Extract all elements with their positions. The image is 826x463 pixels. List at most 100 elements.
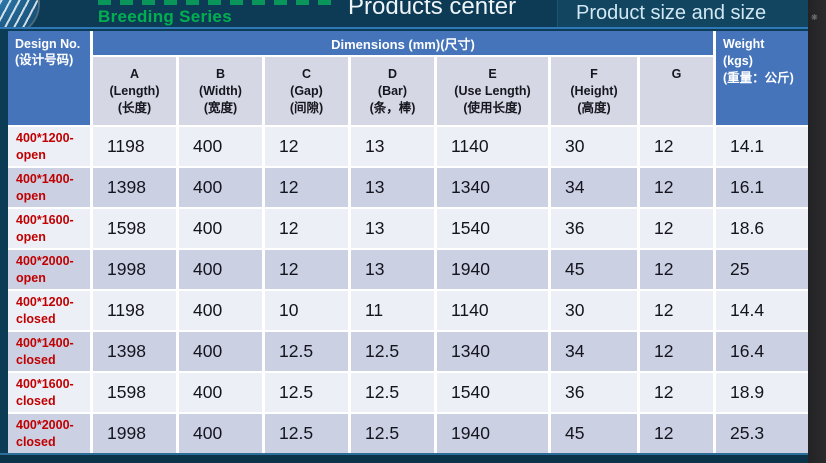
col-header-c: C (Gap) (间隙) [265, 57, 348, 125]
weight-cell: 16.1 [716, 168, 808, 207]
design-cell: 400*1400- open [8, 168, 90, 207]
weight-cell: 16.4 [716, 332, 808, 371]
design-no-header-zh: (设计号码) [15, 53, 74, 68]
dim-e-cell: 1540 [437, 209, 548, 248]
dim-f-cell: 36 [551, 209, 637, 248]
weight-cell: 25 [716, 250, 808, 289]
weight-cell: 18.6 [716, 209, 808, 248]
watermark-glyph: ❋ [811, 13, 818, 22]
design-cell: 400*1600- closed [8, 373, 90, 412]
dim-c-cell: 12 [265, 168, 348, 207]
dim-b-cell: 400 [179, 373, 262, 412]
dim-g-cell: 12 [640, 332, 713, 371]
dim-a-cell: 1198 [93, 291, 176, 330]
design-cell: 400*1200- open [8, 127, 90, 166]
spec-table: Design No. (设计号码) Dimensions (mm)(尺寸) We… [8, 31, 808, 453]
dim-b-cell: 400 [179, 209, 262, 248]
dim-b-cell: 400 [179, 332, 262, 371]
design-cell: 400*1200- closed [8, 291, 90, 330]
dim-c-cell: 12.5 [265, 414, 348, 453]
products-center-title: Products center [348, 0, 517, 20]
weight-cell: 14.1 [716, 127, 808, 166]
dim-c-cell: 10 [265, 291, 348, 330]
design-cell: 400*2000- closed [8, 414, 90, 453]
weight-header-en: Weight [723, 37, 765, 51]
dim-a-cell: 1998 [93, 414, 176, 453]
col-header-b: B (Width) (宽度) [179, 57, 262, 125]
brand-logo-icon [0, 0, 38, 27]
dim-a-cell: 1598 [93, 373, 176, 412]
dim-a-cell: 1398 [93, 332, 176, 371]
dim-d-cell: 12.5 [351, 414, 434, 453]
dim-d-cell: 12.5 [351, 373, 434, 412]
dim-f-cell: 45 [551, 414, 637, 453]
dim-e-cell: 1340 [437, 168, 548, 207]
dim-g-cell: 12 [640, 291, 713, 330]
dim-f-cell: 30 [551, 127, 637, 166]
dim-f-cell: 36 [551, 373, 637, 412]
dim-e-cell: 1140 [437, 127, 548, 166]
dim-a-cell: 1598 [93, 209, 176, 248]
dim-c-cell: 12 [265, 250, 348, 289]
design-cell: 400*1600- open [8, 209, 90, 248]
clipped-title-fragment [98, 0, 338, 5]
dim-d-cell: 12.5 [351, 332, 434, 371]
dim-e-cell: 1140 [437, 291, 548, 330]
design-no-header-en: Design No. [15, 37, 81, 51]
design-cell: 400*1400- closed [8, 332, 90, 371]
dim-c-cell: 12.5 [265, 373, 348, 412]
col-header-d: D (Bar) (条，棒) [351, 57, 434, 125]
bottom-bar [0, 453, 808, 463]
top-banner: Breeding Series Products center Product … [0, 0, 808, 29]
slide: Breeding Series Products center Product … [0, 0, 808, 463]
col-header-e: E (Use Length) (使用长度) [437, 57, 548, 125]
dim-g-cell: 12 [640, 127, 713, 166]
dim-d-cell: 13 [351, 209, 434, 248]
dim-e-cell: 1940 [437, 250, 548, 289]
col-header-f: F (Height) (高度) [551, 57, 637, 125]
dim-g-cell: 12 [640, 168, 713, 207]
brand-series-label: Breeding Series [98, 7, 232, 26]
dim-f-cell: 45 [551, 250, 637, 289]
dimensions-header: Dimensions (mm)(尺寸) [93, 31, 713, 55]
dim-a-cell: 1998 [93, 250, 176, 289]
weight-cell: 14.4 [716, 291, 808, 330]
dim-d-cell: 13 [351, 250, 434, 289]
dim-g-cell: 12 [640, 209, 713, 248]
col-header-g: G [640, 57, 713, 125]
dim-f-cell: 30 [551, 291, 637, 330]
design-no-header: Design No. (设计号码) [8, 31, 90, 125]
dim-e-cell: 1540 [437, 373, 548, 412]
design-cell: 400*2000- open [8, 250, 90, 289]
dim-g-cell: 12 [640, 373, 713, 412]
weight-cell: 18.9 [716, 373, 808, 412]
dim-c-cell: 12.5 [265, 332, 348, 371]
dim-e-cell: 1340 [437, 332, 548, 371]
right-edge-strip: ❋ [808, 0, 826, 463]
col-header-a: A (Length) (长度) [93, 57, 176, 125]
dim-c-cell: 12 [265, 209, 348, 248]
dim-d-cell: 13 [351, 127, 434, 166]
top-right-panel: Product size and size [557, 0, 808, 27]
dim-g-cell: 12 [640, 250, 713, 289]
weight-header-zh: (重量：公斤) [723, 70, 794, 85]
dim-d-cell: 13 [351, 168, 434, 207]
dim-g-cell: 12 [640, 414, 713, 453]
product-size-title: Product size and size [576, 2, 767, 24]
weight-header: Weight (kgs) (重量：公斤) [716, 31, 808, 125]
dim-c-cell: 12 [265, 127, 348, 166]
dim-b-cell: 400 [179, 414, 262, 453]
dim-f-cell: 34 [551, 332, 637, 371]
dim-f-cell: 34 [551, 168, 637, 207]
dim-b-cell: 400 [179, 250, 262, 289]
weight-header-unit: (kgs) [723, 53, 753, 68]
weight-cell: 25.3 [716, 414, 808, 453]
dim-d-cell: 11 [351, 291, 434, 330]
dim-a-cell: 1198 [93, 127, 176, 166]
dim-b-cell: 400 [179, 291, 262, 330]
dim-b-cell: 400 [179, 127, 262, 166]
dim-a-cell: 1398 [93, 168, 176, 207]
dim-b-cell: 400 [179, 168, 262, 207]
dim-e-cell: 1940 [437, 414, 548, 453]
